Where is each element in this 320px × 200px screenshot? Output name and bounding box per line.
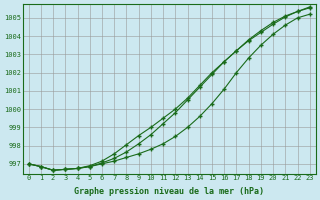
X-axis label: Graphe pression niveau de la mer (hPa): Graphe pression niveau de la mer (hPa) bbox=[74, 187, 264, 196]
